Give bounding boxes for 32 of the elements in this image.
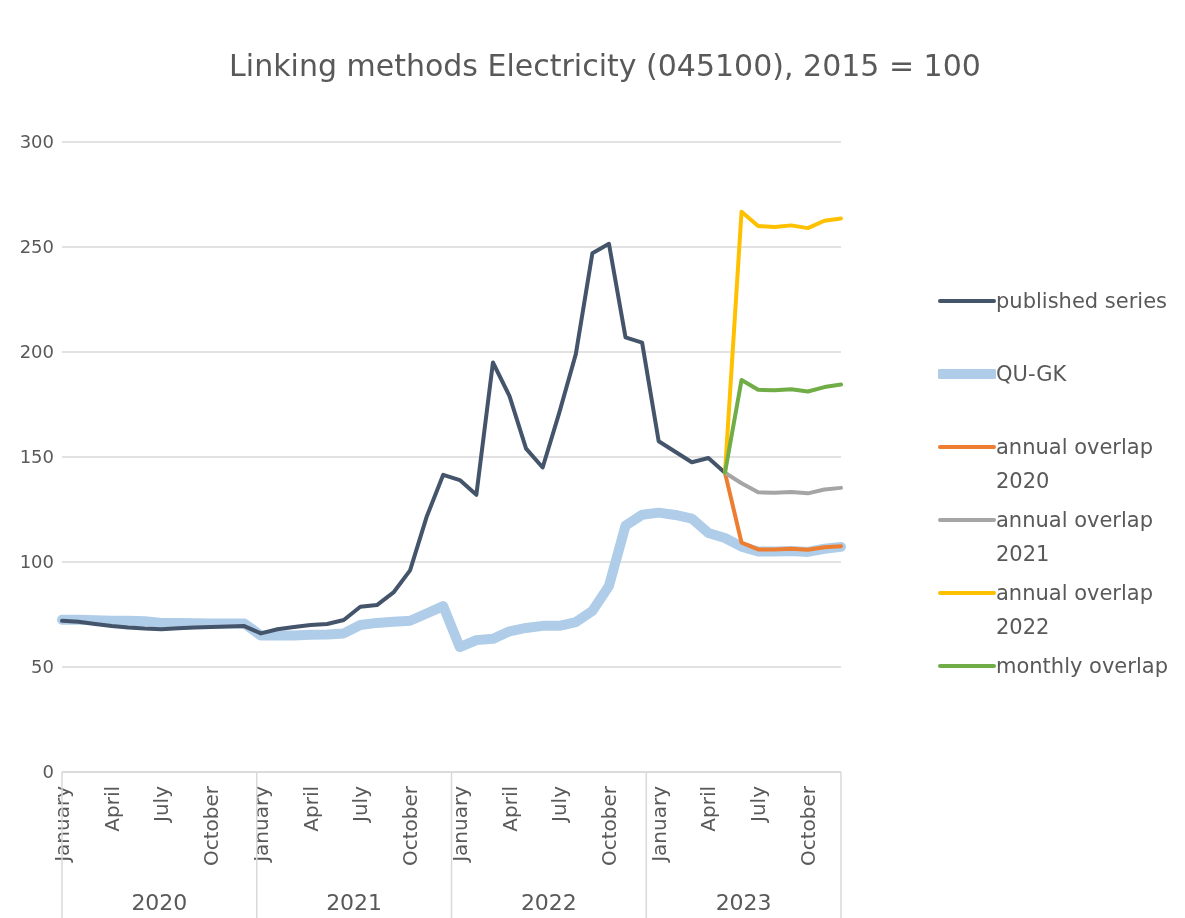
- x-tick-label: July: [746, 785, 771, 824]
- text: 2022: [520, 890, 577, 915]
- x-tick-label: January: [248, 785, 273, 864]
- x-tick-label: July: [149, 785, 174, 824]
- x-tick-label: January: [447, 785, 472, 864]
- text: 2020: [131, 890, 188, 915]
- legend-label: published series: [996, 288, 1168, 315]
- legend-label: monthly overlap: [996, 653, 1169, 680]
- y-tick-label: 100: [19, 551, 54, 573]
- x-tick-label: April: [99, 786, 124, 832]
- x-tick-label: October: [199, 785, 224, 867]
- legend-label: QU-GK: [996, 361, 1068, 388]
- x-tick-label: April: [696, 786, 721, 832]
- y-tick-label: 200: [19, 341, 54, 363]
- x-tick-label: July: [348, 785, 373, 824]
- x-tick-label: July: [547, 785, 572, 824]
- line-series: [722, 377, 843, 475]
- y-tick-label: 50: [31, 656, 54, 678]
- y-tick-label: 300: [19, 131, 54, 153]
- text: 2023: [715, 890, 772, 915]
- x-tick-label: April: [298, 786, 323, 832]
- y-tick-label: 250: [19, 236, 54, 258]
- chart-title: Linking methods Electricity (045100), 2015 = 100: [228, 48, 982, 83]
- x-tick-label: January: [646, 785, 671, 864]
- x-tick-label: January: [50, 785, 74, 864]
- x-tick-label: October: [795, 785, 820, 867]
- text: 2021: [326, 890, 383, 915]
- x-tick-label: October: [398, 785, 423, 867]
- y-tick-label: 150: [19, 446, 54, 468]
- x-tick-label: October: [596, 785, 621, 867]
- x-tick-label: April: [497, 786, 522, 832]
- y-tick-label: 0: [42, 761, 54, 783]
